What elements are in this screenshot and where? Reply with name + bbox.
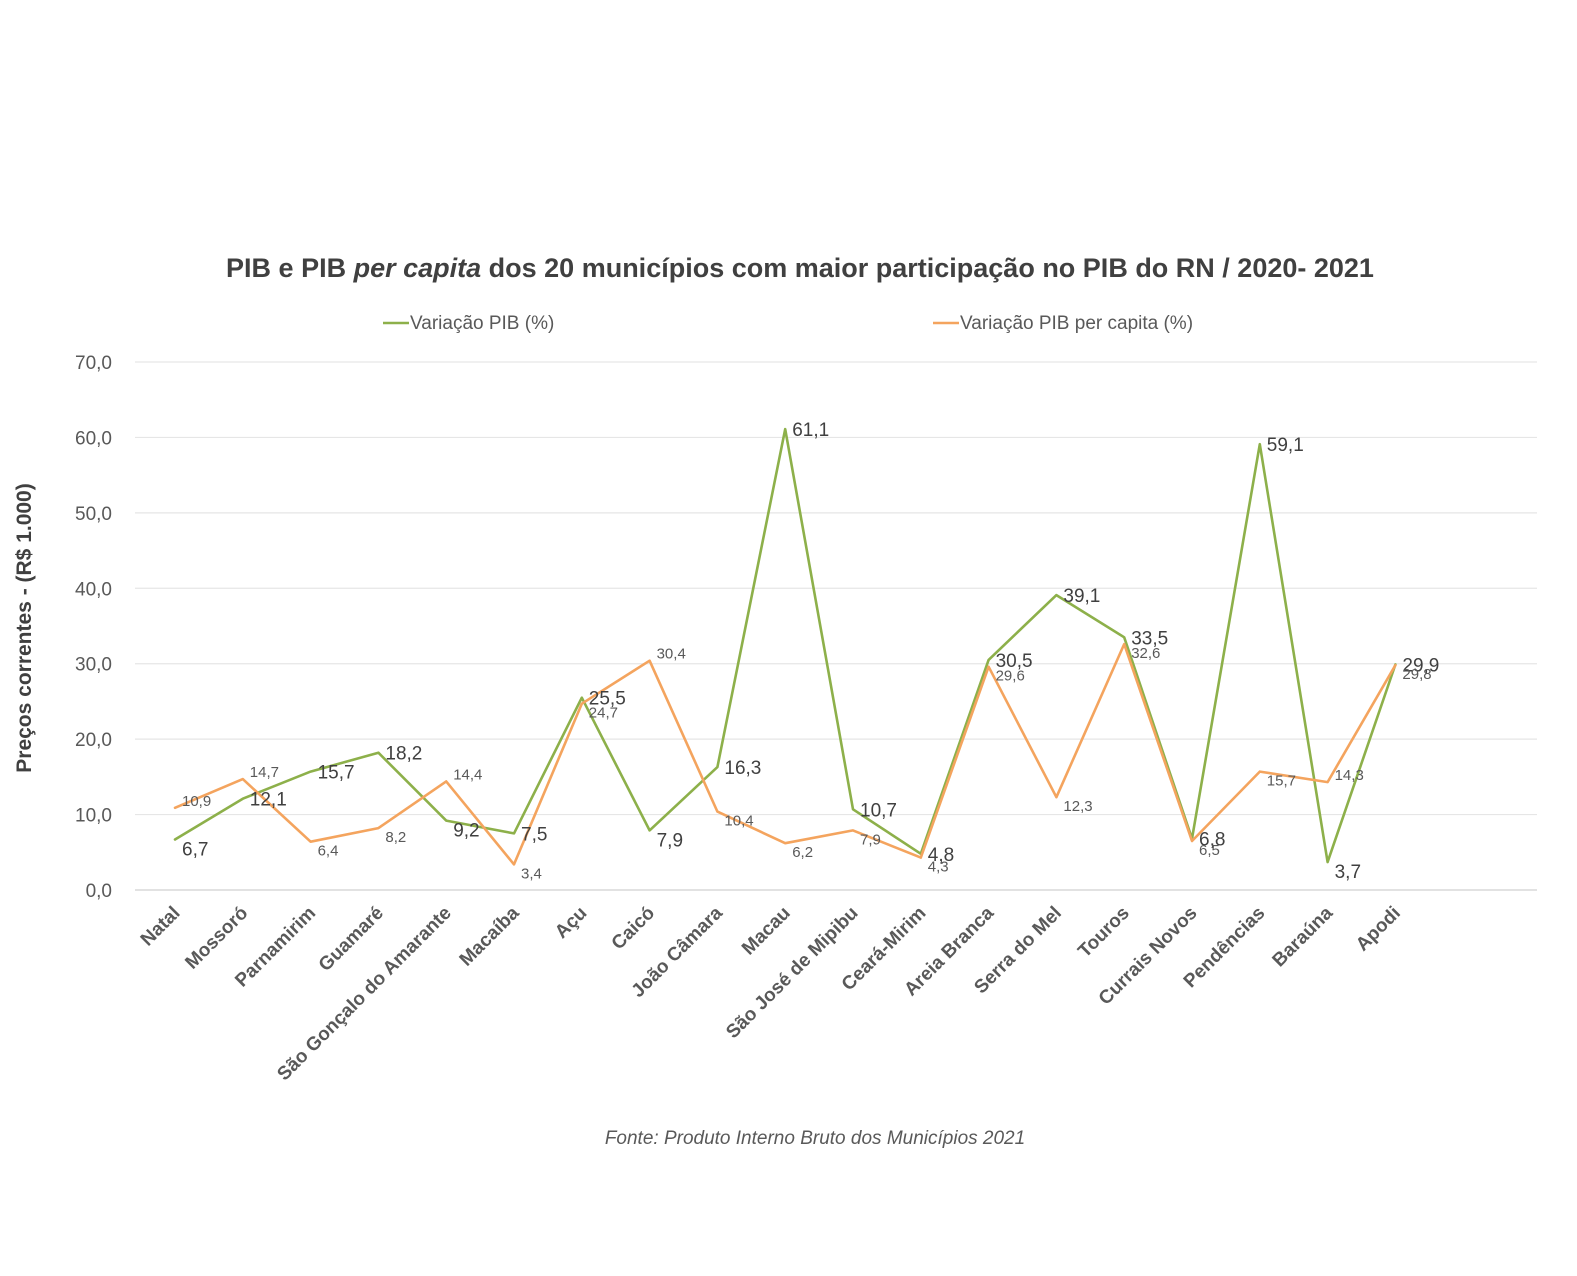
chart-title-part2: dos 20 municípios com maior participação… xyxy=(481,253,1374,283)
x-tick-label: Caicó xyxy=(608,903,659,954)
data-label-pib: 6,8 xyxy=(1199,830,1225,851)
x-tick-label: Mossoró xyxy=(181,903,252,974)
data-label-pib-per-capita: 10,4 xyxy=(724,813,753,830)
x-tick-label: Apodi xyxy=(1352,903,1405,956)
data-label-pib-per-capita: 14,7 xyxy=(250,764,279,781)
legend: Variação PIB (%) Variação PIB per capita… xyxy=(383,313,1193,334)
source-note: Fonte: Produto Interno Bruto dos Municíp… xyxy=(605,1128,1025,1149)
y-tick-label: 60,0 xyxy=(75,428,112,449)
data-label-pib: 7,5 xyxy=(521,824,547,845)
series-lines xyxy=(173,427,1397,866)
data-label-pib: 12,1 xyxy=(250,790,287,811)
data-labels: 6,7 10,9 12,1 14,7 15,7 6,4 18,2 8,2 9,2 14,4 7,5 3… xyxy=(182,420,1439,883)
data-label-pib-per-capita: 24,7 xyxy=(589,705,618,722)
data-label-pib-per-capita: 3,4 xyxy=(521,865,542,882)
data-label-pib: 39,1 xyxy=(1063,586,1100,607)
y-tick-label: 30,0 xyxy=(75,655,112,676)
y-tick-label: 20,0 xyxy=(75,730,112,751)
data-label-pib-per-capita: 6,4 xyxy=(318,843,339,860)
legend-label-pib: Variação PIB (%) xyxy=(410,313,554,334)
data-label-pib-per-capita: 14,4 xyxy=(453,766,482,783)
x-tick-label: Macau xyxy=(738,903,795,960)
chart-title-part1: PIB e PIB xyxy=(226,253,354,283)
y-tick-label: 50,0 xyxy=(75,504,112,525)
data-label-pib-per-capita: 8,2 xyxy=(385,829,406,846)
data-label-pib: 15,7 xyxy=(318,763,355,784)
data-label-pib-per-capita: 12,3 xyxy=(1063,798,1092,815)
data-label-pib: 33,5 xyxy=(1131,628,1168,649)
data-label-pib-per-capita: 6,5 xyxy=(1199,842,1220,859)
y-axis-label: Preços correntes - (R$ 1.000) xyxy=(13,483,36,772)
data-label-pib-per-capita: 6,2 xyxy=(792,844,813,861)
x-tick-label: Guamaré xyxy=(315,903,388,976)
data-label-pib: 16,3 xyxy=(724,758,761,779)
data-label-pib: 4,8 xyxy=(928,845,954,866)
legend-label-pc: Variação PIB per capita (%) xyxy=(960,313,1193,334)
y-tick-label: 70,0 xyxy=(75,353,112,374)
series-line-pib xyxy=(173,427,1397,864)
x-tick-label: São José de Mipibu xyxy=(722,903,862,1043)
data-label-pib: 3,7 xyxy=(1335,862,1361,883)
series-line-pib-per-capita xyxy=(173,642,1397,866)
y-tick-label: 40,0 xyxy=(75,579,112,600)
data-label-pib: 6,7 xyxy=(182,839,208,860)
x-tick-label: Touros xyxy=(1074,903,1133,962)
data-label-pib-per-capita: 14,3 xyxy=(1335,767,1364,784)
data-label-pib: 7,9 xyxy=(657,830,683,851)
x-tick-label: Macaíba xyxy=(456,902,524,970)
data-label-pib-per-capita: 7,9 xyxy=(860,831,881,848)
y-tick-label: 10,0 xyxy=(75,806,112,827)
data-label-pib: 30,5 xyxy=(996,651,1033,672)
chart-title-italic: per capita xyxy=(353,253,482,283)
data-label-pib-per-capita: 15,7 xyxy=(1267,773,1296,790)
data-label-pib-per-capita: 4,3 xyxy=(928,859,949,876)
data-label-pib: 18,2 xyxy=(385,744,422,765)
data-label-pib-per-capita: 30,4 xyxy=(657,646,686,663)
data-label-pib-per-capita: 29,8 xyxy=(1402,666,1431,683)
data-label-pib-per-capita: 10,9 xyxy=(182,793,211,810)
data-label-pib: 59,1 xyxy=(1267,435,1304,456)
data-label-pib: 9,2 xyxy=(453,821,479,842)
data-label-pib: 29,9 xyxy=(1402,655,1439,676)
gridlines xyxy=(135,361,1537,891)
data-label-pib-per-capita: 29,6 xyxy=(996,668,1025,685)
x-tick-label: Natal xyxy=(137,903,185,951)
data-label-pib: 25,5 xyxy=(589,689,626,710)
y-tick-label: 0,0 xyxy=(86,881,112,902)
data-label-pib: 10,7 xyxy=(860,800,897,821)
x-tick-label: Baraúna xyxy=(1269,902,1338,971)
data-label-pib-per-capita: 32,6 xyxy=(1131,645,1160,662)
chart-title: PIB e PIB per capita dos 20 municípios c… xyxy=(226,253,1374,283)
x-tick-label: Açu xyxy=(551,903,591,943)
y-axis-ticks: 0,0 10,0 20,0 30,0 40,0 50,0 60,0 70,0 xyxy=(75,353,112,902)
data-label-pib: 61,1 xyxy=(792,420,829,441)
